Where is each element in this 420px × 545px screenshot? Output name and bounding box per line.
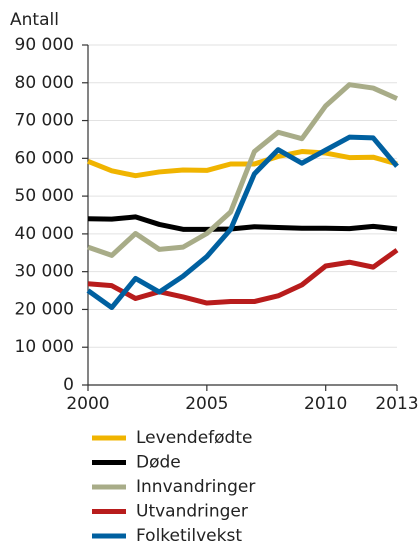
- y-tick-label: 40 000: [15, 224, 74, 244]
- y-tick-label: 50 000: [15, 186, 74, 206]
- series-line: [86, 134, 399, 311]
- y-axis-label: Antall: [10, 10, 59, 30]
- y-tick-label: 30 000: [15, 262, 74, 282]
- x-tick-label: 2005: [185, 394, 228, 414]
- x-tick-label: 2000: [66, 394, 109, 414]
- series-line: [87, 214, 398, 232]
- legend-label: Levendefødte: [136, 428, 252, 448]
- series-line: [87, 149, 398, 179]
- y-tick-label: 0: [63, 375, 74, 395]
- series-line: [87, 248, 399, 306]
- y-tick-label: 70 000: [15, 111, 74, 131]
- y-tick-label: 20 000: [15, 299, 74, 319]
- x-tick-label: 2010: [304, 394, 347, 414]
- legend-label: Utvandringer: [136, 502, 248, 522]
- y-tick-label: 10 000: [15, 337, 74, 357]
- y-tick-label: 90 000: [15, 35, 74, 55]
- series-line: [87, 82, 399, 258]
- legend-label: Innvandringer: [136, 477, 255, 497]
- legend-label: Folketilvekst: [136, 526, 242, 545]
- y-tick-label: 80 000: [15, 73, 74, 93]
- x-tick-label: 2013: [375, 394, 418, 414]
- legend-label: Døde: [136, 453, 181, 473]
- y-tick-label: 60 000: [15, 148, 74, 168]
